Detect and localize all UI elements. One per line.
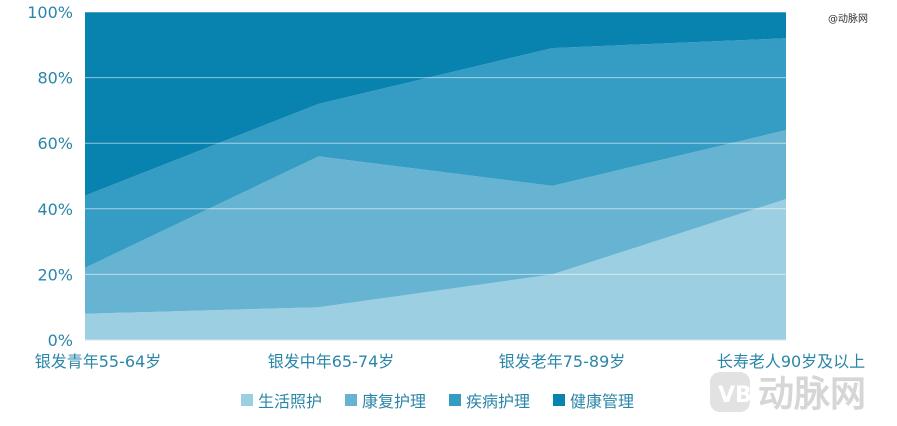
y-axis-ticks: 0% 20% 40% 60% 80% 100% <box>27 3 73 350</box>
y-tick-label: 60% <box>37 134 73 153</box>
x-axis-ticks: 银发青年55-64岁 银发中年65-74岁 银发老年75-89岁 长寿老人90岁及以上 <box>35 352 865 371</box>
legend-swatch <box>553 394 565 406</box>
legend-swatch <box>241 394 253 406</box>
legend-label: 健康管理 <box>570 392 634 411</box>
x-tick-label: 银发老年75-89岁 <box>499 352 626 371</box>
area-series-4 <box>85 12 786 196</box>
watermark-logo: VB 动脉网 <box>710 372 866 415</box>
legend: 生活照护 康复护理 疾病护理 健康管理 <box>241 392 634 411</box>
x-tick-label: 长寿老人90岁及以上 <box>717 352 865 371</box>
y-tick-label: 0% <box>48 331 73 350</box>
logo-badge-glyph-icon: VB <box>718 383 752 408</box>
y-tick-label: 100% <box>27 3 73 22</box>
x-tick-label: 银发中年65-74岁 <box>268 352 395 371</box>
y-tick-label: 80% <box>37 69 73 88</box>
watermark-top-text: @动脉网 <box>828 12 868 25</box>
area-series-group <box>85 12 786 340</box>
legend-swatch <box>345 394 357 406</box>
watermark-logo-text: 动脉网 <box>758 374 866 415</box>
legend-label: 疾病护理 <box>466 392 530 411</box>
y-tick-label: 20% <box>37 265 73 284</box>
legend-label: 生活照护 <box>258 392 322 411</box>
legend-label: 康复护理 <box>362 392 426 411</box>
area-series-2 <box>85 130 786 314</box>
x-tick-label: 银发青年55-64岁 <box>35 352 162 371</box>
area-series-1 <box>85 198 786 340</box>
area-series-3 <box>85 38 786 268</box>
legend-swatch <box>449 394 461 406</box>
logo-badge-icon <box>710 372 750 412</box>
gridlines <box>85 11 786 341</box>
y-tick-label: 40% <box>37 200 73 219</box>
